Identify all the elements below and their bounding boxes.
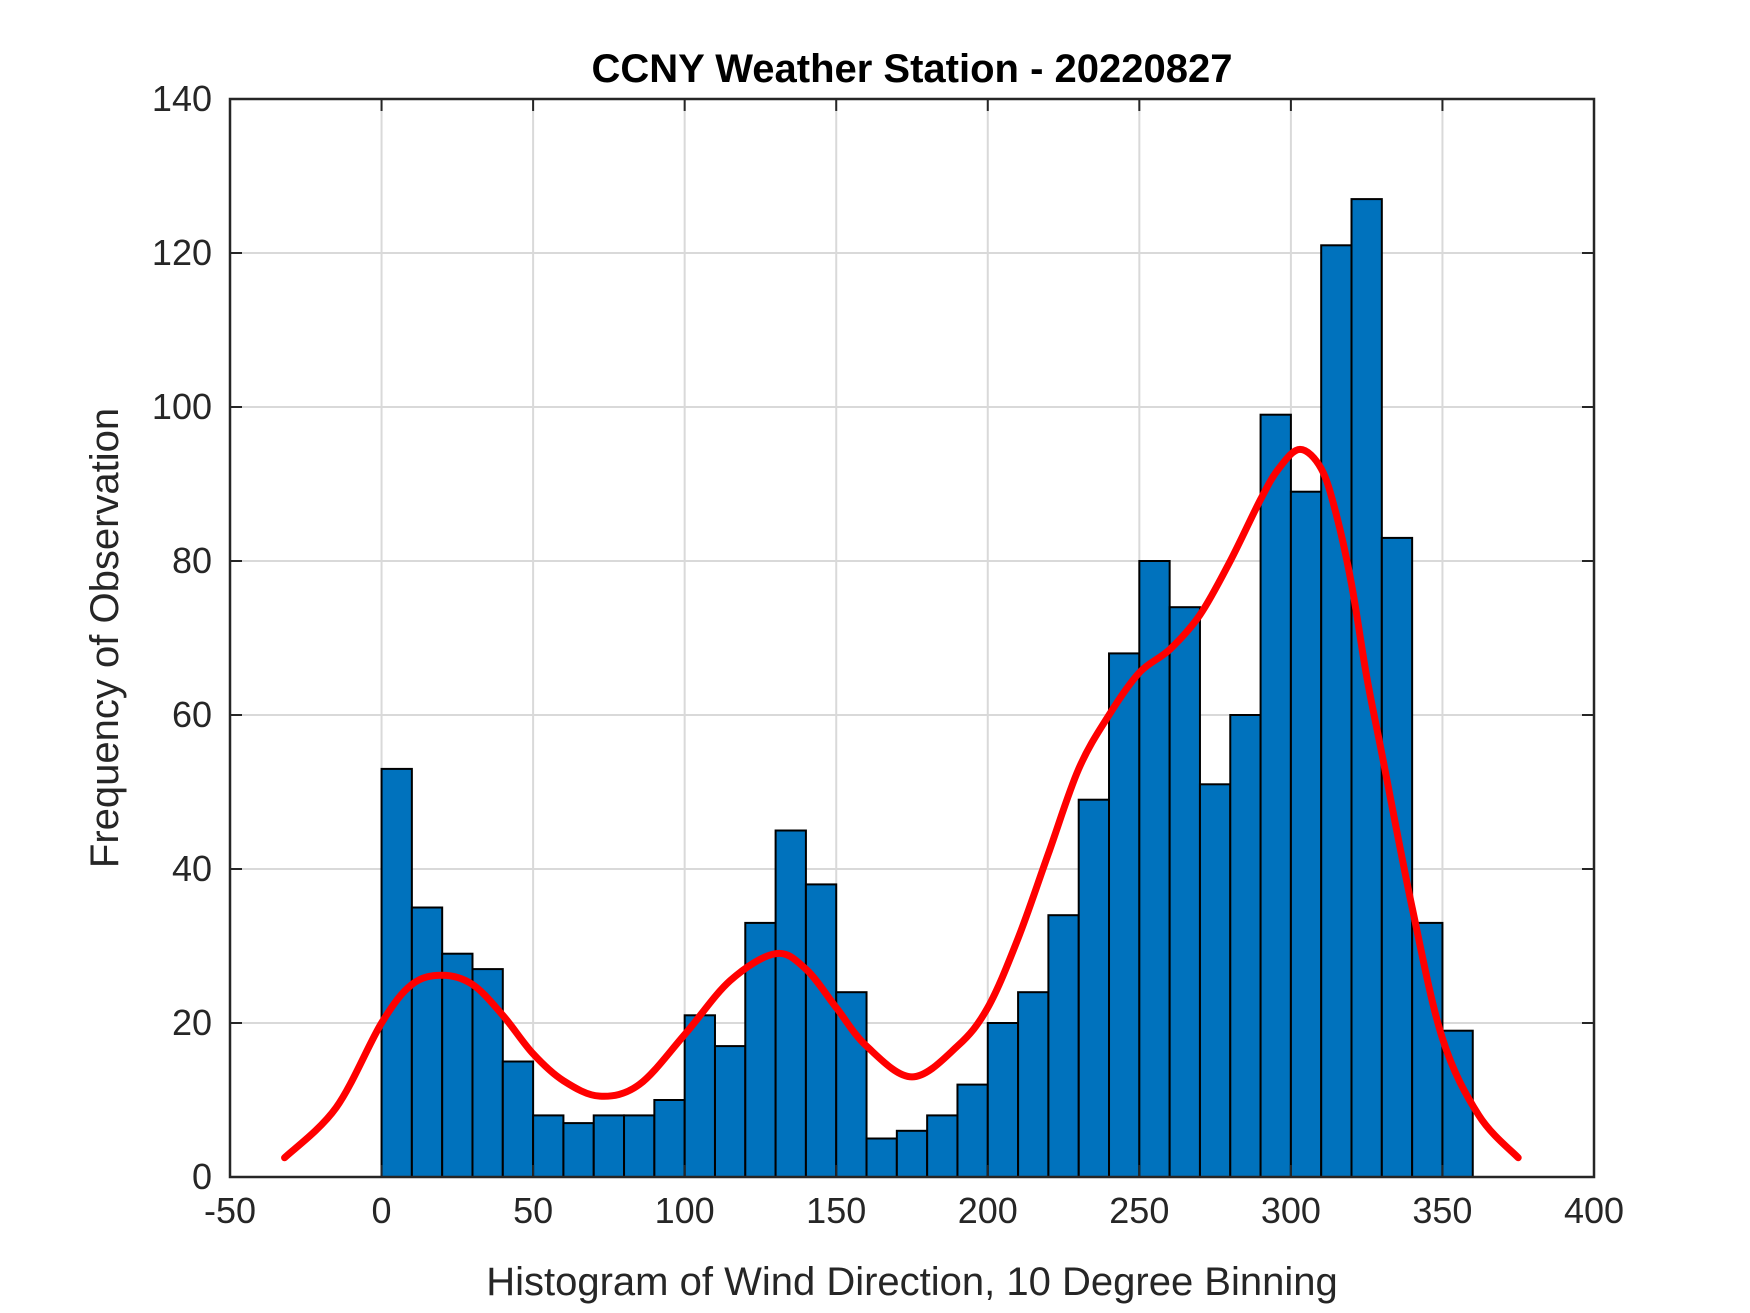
histogram-bar <box>1411 921 1444 1179</box>
fit-curve-line <box>281 445 1522 1162</box>
histogram-bar <box>653 1099 686 1178</box>
x-tick-label: 350 <box>1412 1190 1472 1231</box>
histogram-bar <box>380 767 413 1179</box>
histogram-bar <box>835 991 868 1179</box>
histogram-bar <box>1198 783 1232 1178</box>
histogram-bar <box>410 906 444 1178</box>
histogram-bar <box>623 1114 656 1179</box>
histogram-bar <box>1441 1029 1474 1178</box>
histogram-bar <box>1229 714 1262 1178</box>
chart-title: CCNY Weather Station - 20220827 <box>592 47 1233 91</box>
y-tick-label: 40 <box>172 848 212 889</box>
y-tick-label: 0 <box>192 1156 212 1197</box>
x-tick-label: 250 <box>1109 1190 1169 1231</box>
histogram-bar <box>1108 652 1141 1178</box>
axes-frame <box>228 97 1596 1179</box>
histogram-bar <box>1380 536 1414 1178</box>
histogram-bar <box>1320 244 1353 1179</box>
tick-labels: -50 0 50 100 150 200 250 300 350 4000204060801001… <box>152 78 1624 1231</box>
x-axis-label: Histogram of Wind Direction, 10 Degree B… <box>486 1260 1338 1304</box>
histogram-bar <box>804 883 838 1179</box>
x-tick-label: 100 <box>655 1190 715 1231</box>
histogram-bar <box>1047 914 1080 1178</box>
y-tick-label: 140 <box>152 78 212 119</box>
histogram-bar <box>501 1060 535 1178</box>
histogram-bar <box>562 1122 595 1178</box>
y-tick-label: 60 <box>172 694 212 735</box>
y-axis-label: Frequency of Observation <box>83 408 127 868</box>
histogram-bar <box>713 1045 747 1178</box>
histogram-bar <box>532 1114 565 1179</box>
y-tick-label: 100 <box>152 386 212 427</box>
x-tick-label: 50 <box>513 1190 553 1231</box>
histogram-bar <box>1017 991 1050 1179</box>
histogram-bar <box>1168 606 1201 1178</box>
histogram-bar <box>1077 798 1111 1178</box>
fit-curve-group <box>281 445 1522 1162</box>
histogram-bar <box>926 1114 959 1179</box>
histogram-bar <box>774 829 807 1178</box>
x-tick-label: 0 <box>372 1190 392 1231</box>
x-tick-label: 150 <box>806 1190 866 1231</box>
y-tick-label: 80 <box>172 540 212 581</box>
x-tick-label: 200 <box>958 1190 1018 1231</box>
y-tick-label: 20 <box>172 1002 212 1043</box>
histogram-bar <box>956 1083 989 1178</box>
histogram-bar <box>441 952 474 1179</box>
x-tick-label: 400 <box>1564 1190 1624 1231</box>
histogram-bar <box>895 1129 929 1179</box>
histogram-bars <box>380 198 1474 1179</box>
histogram-bar <box>865 1137 898 1178</box>
histogram-bar <box>1289 490 1323 1178</box>
axes-box <box>228 97 1596 1179</box>
x-tick-label: -50 <box>204 1190 256 1231</box>
histogram-bar <box>986 1022 1020 1178</box>
y-tick-label: 120 <box>152 232 212 273</box>
histogram-bar <box>1259 413 1292 1178</box>
x-tick-label: 300 <box>1261 1190 1321 1231</box>
histogram-bar <box>683 1014 716 1178</box>
histogram-bar <box>592 1114 626 1179</box>
